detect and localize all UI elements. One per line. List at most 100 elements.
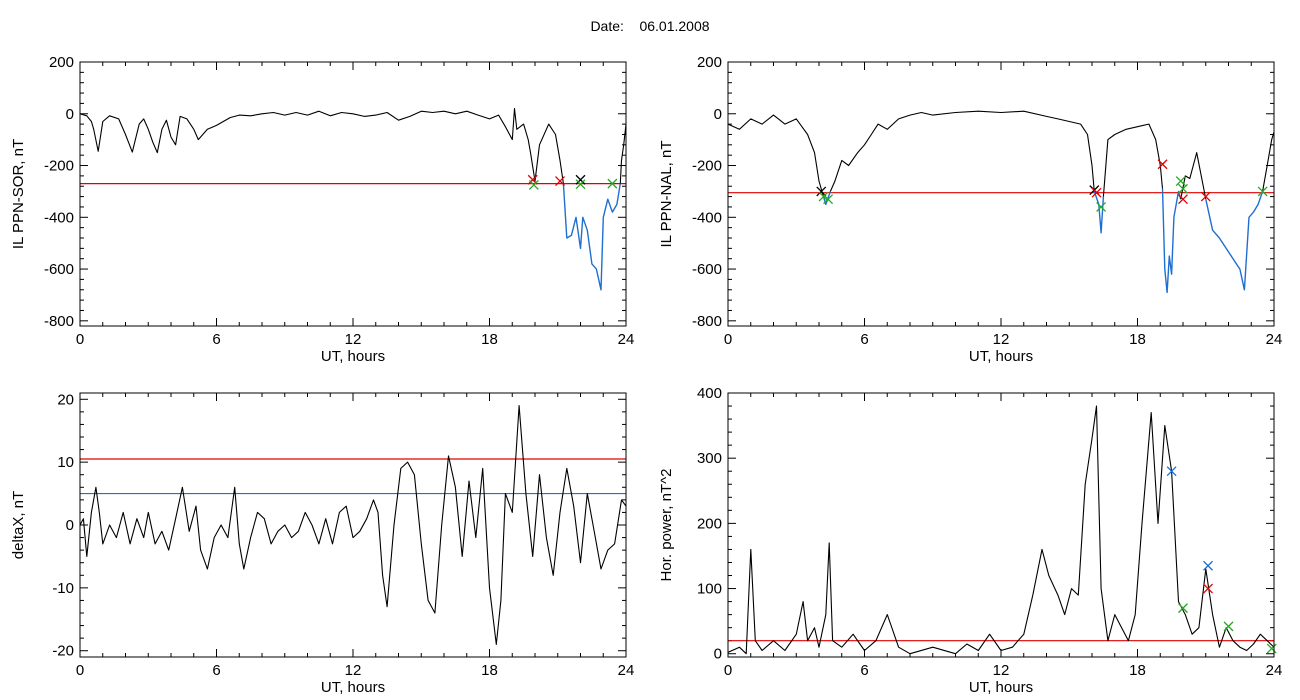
event-marker <box>1200 191 1211 202</box>
series-line <box>728 114 825 197</box>
event-marker <box>1178 603 1188 614</box>
x-tick-label: 6 <box>212 331 220 348</box>
y-tick-label: -400 <box>44 209 74 226</box>
x-tick-label: 18 <box>481 662 498 679</box>
y-tick-label: -200 <box>44 158 74 175</box>
series-line <box>80 108 564 184</box>
y-tick-label: -200 <box>692 158 722 175</box>
series-line <box>728 405 1274 655</box>
x-axis-label: UT, hours <box>969 679 1033 696</box>
x-tick-label: 18 <box>1129 662 1146 679</box>
event-marker <box>575 174 586 185</box>
x-tick-label: 0 <box>76 662 84 679</box>
x-tick-label: 18 <box>1129 331 1146 348</box>
y-tick-label: 0 <box>66 106 74 123</box>
panel-ppn-sor: 0 6 12 18 24 200 0 -200 -400 -600 -800 UT, hours IL … <box>10 54 634 365</box>
y-tick-label: -800 <box>692 313 722 330</box>
series-line-highlighted <box>1161 188 1182 294</box>
x-axis-label: UT, hours <box>969 348 1033 365</box>
plot-frame <box>727 392 1275 658</box>
plot-area <box>80 108 626 291</box>
y-tick-label: 300 <box>697 450 722 467</box>
series-line <box>1102 123 1164 197</box>
y-tick-label: 100 <box>697 581 722 598</box>
y-tick-label: 200 <box>697 54 722 71</box>
y-axis-label: IL PPN-SOR, nT <box>10 139 27 249</box>
panel-ppn-nal: 0 6 12 18 24 200 0 -200 -400 -600 -800 UT, hours IL … <box>658 54 1282 365</box>
event-marker <box>555 176 565 187</box>
series-line <box>829 110 1095 192</box>
event-marker <box>1203 583 1213 594</box>
event-marker <box>816 186 827 197</box>
panel-hor-power: 0 6 12 18 24 400 300 200 100 0 UT, hours Hor. power… <box>658 385 1282 696</box>
panel-deltax: 0 6 12 18 24 20 10 0 -10 -20 UT, hours deltaX, nT <box>10 391 634 696</box>
y-tick-label: 0 <box>66 517 74 534</box>
x-tick-label: 18 <box>481 331 498 348</box>
x-tick-label: 24 <box>618 662 635 679</box>
event-marker <box>575 179 586 190</box>
y-axis-label: Hor. power, nT^2 <box>658 469 675 582</box>
event-marker <box>1178 183 1188 194</box>
x-axis-label: UT, hours <box>321 348 385 365</box>
y-tick-label: 200 <box>697 515 722 532</box>
event-marker <box>1178 194 1188 205</box>
y-tick-label: 10 <box>57 454 74 471</box>
plot-frame <box>727 61 1275 327</box>
event-marker <box>1091 187 1102 198</box>
series-line <box>80 405 626 645</box>
x-tick-label: 12 <box>345 662 362 679</box>
series-line-highlighted <box>562 183 621 291</box>
event-marker <box>1257 186 1268 197</box>
plot-frame <box>79 61 627 327</box>
y-tick-label: 0 <box>714 106 722 123</box>
y-tick-label: 200 <box>49 54 74 71</box>
event-marker <box>1096 201 1107 212</box>
x-tick-label: 24 <box>1266 331 1283 348</box>
y-axis-label: deltaX, nT <box>10 491 27 559</box>
y-tick-label: -10 <box>52 580 74 597</box>
series-line-highlighted <box>822 191 832 206</box>
x-tick-label: 12 <box>993 662 1010 679</box>
event-marker <box>528 179 539 190</box>
x-tick-label: 6 <box>860 662 868 679</box>
event-marker <box>1203 560 1213 571</box>
x-tick-label: 12 <box>345 331 362 348</box>
y-tick-label: -400 <box>692 209 722 226</box>
series-line <box>1262 131 1274 192</box>
event-marker <box>1166 466 1177 477</box>
x-tick-label: 0 <box>724 662 732 679</box>
date-value: 06.01.2008 <box>639 18 710 34</box>
series-line-highlighted <box>1093 191 1105 234</box>
x-tick-label: 0 <box>724 331 732 348</box>
event-marker <box>823 194 834 205</box>
figure-date-title: Date: 06.01.2008 <box>0 18 1300 34</box>
event-marker <box>1223 621 1234 632</box>
event-marker <box>1157 159 1168 170</box>
y-tick-label: 0 <box>714 646 722 663</box>
x-axis-label: UT, hours <box>321 679 385 696</box>
event-marker <box>1266 643 1277 654</box>
event-marker <box>607 178 618 189</box>
y-tick-label: -20 <box>52 643 74 660</box>
y-tick-label: -600 <box>692 261 722 278</box>
series-line <box>619 124 626 184</box>
event-marker <box>818 191 829 202</box>
x-tick-label: 0 <box>76 331 84 348</box>
x-tick-label: 6 <box>212 662 220 679</box>
series-line-highlighted <box>1205 191 1264 291</box>
plot-frame <box>79 392 627 658</box>
y-tick-label: 400 <box>697 385 722 402</box>
date-label: Date: <box>590 18 624 34</box>
plot-area <box>728 110 1274 294</box>
plot-area <box>728 405 1274 655</box>
x-tick-label: 6 <box>860 331 868 348</box>
y-tick-label: -800 <box>44 313 74 330</box>
y-axis-label: IL PPN-NAL, nT <box>658 141 675 248</box>
x-tick-label: 24 <box>1266 662 1283 679</box>
x-tick-label: 12 <box>993 331 1010 348</box>
plot-area <box>80 405 626 645</box>
x-tick-label: 24 <box>618 331 635 348</box>
y-tick-label: 20 <box>57 391 74 408</box>
event-marker <box>1175 176 1186 187</box>
